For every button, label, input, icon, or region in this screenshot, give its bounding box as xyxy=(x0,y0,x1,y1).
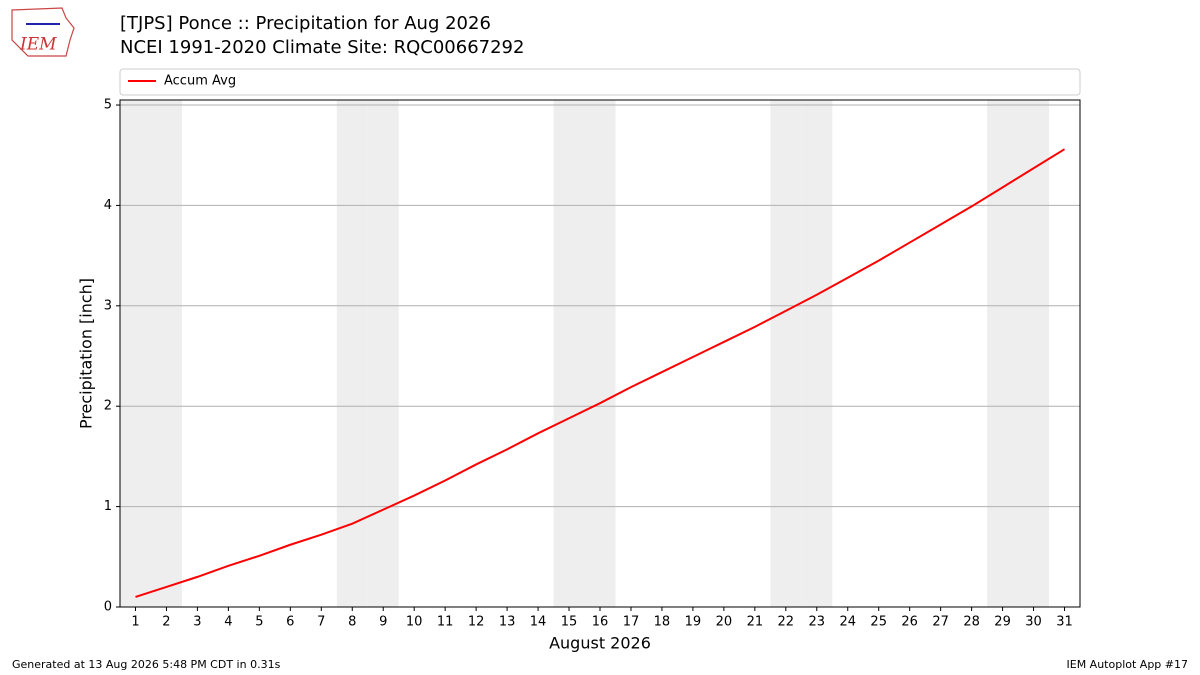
x-tick-label: 6 xyxy=(286,615,294,630)
x-tick-label: 24 xyxy=(839,615,856,630)
logo-outline xyxy=(11,7,75,57)
x-axis-label: August 2026 xyxy=(549,634,651,653)
x-tick-label: 18 xyxy=(654,615,671,630)
x-tick-label: 5 xyxy=(255,615,263,630)
x-tick-label: 16 xyxy=(592,615,609,630)
x-tick-label: 28 xyxy=(963,615,980,630)
x-tick-label: 1 xyxy=(131,615,139,630)
x-tick-label: 13 xyxy=(499,615,516,630)
x-tick-label: 29 xyxy=(994,615,1011,630)
weekend-band xyxy=(336,100,368,607)
x-tick-label: 3 xyxy=(193,615,201,630)
weekend-band xyxy=(120,100,151,607)
x-tick-label: 7 xyxy=(317,615,325,630)
x-tick-label: 23 xyxy=(809,615,826,630)
chart-subtitle: NCEI 1991-2020 Climate Site: RQC00667292 xyxy=(120,37,524,58)
x-tick-label: 15 xyxy=(561,615,578,630)
y-tick-label: 4 xyxy=(104,198,112,213)
weekend-band xyxy=(150,100,182,607)
logo: IEM xyxy=(11,7,75,57)
footer-left: Generated at 13 Aug 2026 5:48 PM CDT in … xyxy=(12,658,281,671)
x-tick-label: 8 xyxy=(348,615,356,630)
x-tick-label: 11 xyxy=(437,615,454,630)
x-tick-label: 9 xyxy=(379,615,387,630)
logo-text: IEM xyxy=(19,35,57,55)
x-tick-label: 2 xyxy=(162,615,170,630)
y-tick-label: 2 xyxy=(104,399,112,414)
weekend-band xyxy=(770,100,802,607)
x-tick-label: 25 xyxy=(870,615,887,630)
x-tick-label: 21 xyxy=(747,615,764,630)
footer-right: IEM Autoplot App #17 xyxy=(1067,658,1189,671)
x-tick-label: 20 xyxy=(716,615,733,630)
weekend-band xyxy=(584,100,616,607)
weekend-band xyxy=(987,100,1019,607)
y-tick-label: 1 xyxy=(104,499,112,514)
x-tick-label: 19 xyxy=(685,615,702,630)
x-tick-label: 22 xyxy=(778,615,795,630)
x-tick-label: 30 xyxy=(1025,615,1042,630)
x-tick-label: 4 xyxy=(224,615,232,630)
data-line xyxy=(135,148,1066,598)
y-tick-label: 3 xyxy=(104,298,112,313)
weekend-band xyxy=(553,100,585,607)
x-tick-label: 31 xyxy=(1056,615,1073,630)
x-tick-label: 12 xyxy=(468,615,485,630)
x-tick-label: 10 xyxy=(406,615,423,630)
plot-frame xyxy=(119,99,1081,608)
weekend-band xyxy=(1018,100,1050,607)
x-tick-label: 27 xyxy=(932,615,949,630)
chart-title: [TJPS] Ponce :: Precipitation for Aug 20… xyxy=(120,13,491,34)
y-tick-label: 0 xyxy=(104,600,112,615)
x-tick-label: 26 xyxy=(901,615,918,630)
weekend-band xyxy=(801,100,833,607)
weekend-band xyxy=(367,100,399,607)
x-tick-label: 14 xyxy=(530,615,547,630)
y-axis-label: Precipitation [inch] xyxy=(77,278,96,429)
legend-box xyxy=(119,68,1081,96)
y-tick-label: 5 xyxy=(104,98,112,113)
x-tick-label: 17 xyxy=(623,615,640,630)
legend-label: Accum Avg xyxy=(164,74,236,89)
